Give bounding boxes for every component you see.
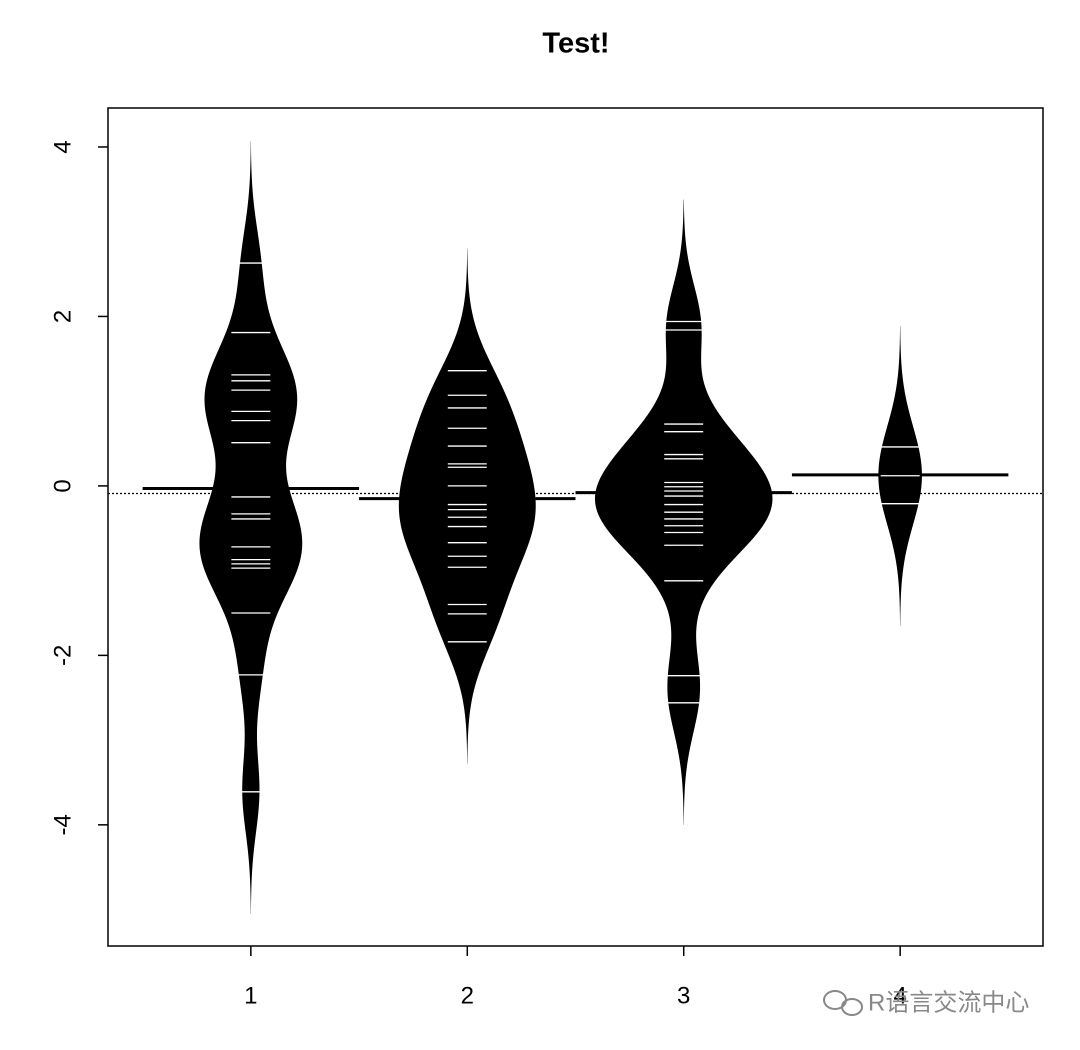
bean xyxy=(199,141,303,914)
plot-frame xyxy=(107,107,1044,947)
watermark-icon xyxy=(823,990,863,1016)
y-tick-label: 0 xyxy=(49,479,76,492)
y-tick-label: 2 xyxy=(49,310,76,323)
watermark: R语言交流中心 xyxy=(868,989,1029,1016)
y-tick-label: 4 xyxy=(49,140,76,153)
x-tick-label: 3 xyxy=(677,982,690,1009)
y-tick-label: -4 xyxy=(49,814,76,835)
x-tick-label: 1 xyxy=(244,982,257,1009)
x-tick-label: 4 xyxy=(893,982,906,1009)
x-tick-label: 2 xyxy=(461,982,474,1009)
bean xyxy=(398,248,536,764)
y-tick-label: -2 xyxy=(49,645,76,666)
chart-title: Test! xyxy=(542,28,609,60)
